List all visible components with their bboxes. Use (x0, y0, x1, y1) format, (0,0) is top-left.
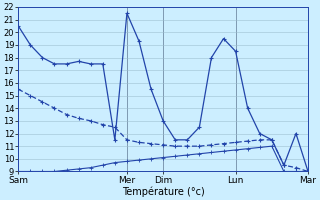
X-axis label: Température (°c): Température (°c) (122, 186, 204, 197)
